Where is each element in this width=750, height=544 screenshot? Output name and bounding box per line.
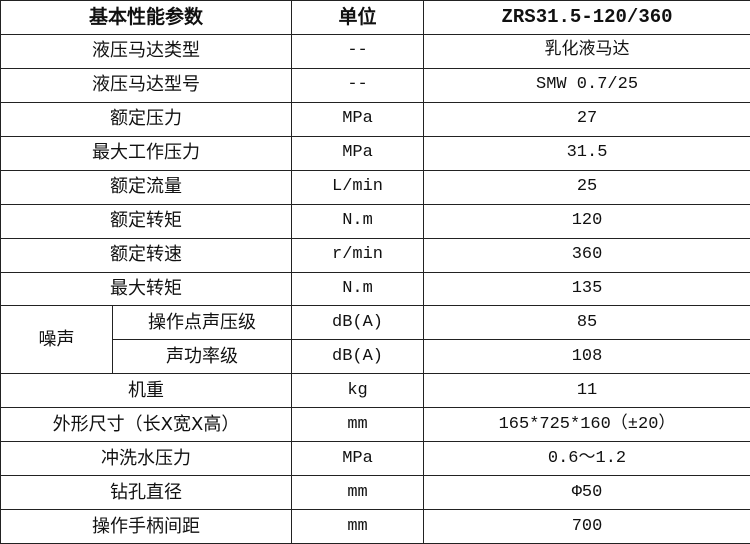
value-cell: 700	[423, 509, 750, 544]
param-cell: 额定转矩	[0, 203, 293, 239]
value-cell: 31.5	[423, 135, 750, 171]
table-row: 冲洗水压力 MPa 0.6～1.2	[0, 441, 750, 477]
table-row: 声功率级 dB(A) 108	[1, 339, 750, 375]
table-row: 机重 kg 11	[0, 373, 750, 409]
value-cell: 85	[423, 305, 750, 341]
header-param: 基本性能参数	[0, 0, 293, 35]
value-cell: 360	[423, 237, 750, 273]
unit-cell: MPa	[291, 441, 425, 477]
value-cell: 135	[423, 271, 750, 307]
unit-cell: r/min	[291, 237, 425, 273]
unit-cell: mm	[291, 475, 425, 511]
unit-cell: N.m	[291, 271, 425, 307]
unit-cell: MPa	[291, 101, 425, 137]
unit-cell: MPa	[291, 135, 425, 171]
table-row: 最大工作压力 MPa 31.5	[0, 135, 750, 171]
value-cell: 25	[423, 169, 750, 205]
table-row: 最大转矩 N.m 135	[0, 271, 750, 307]
param-cell: 额定流量	[0, 169, 293, 205]
unit-cell: L/min	[291, 169, 425, 205]
unit-cell: mm	[291, 509, 425, 544]
param-cell: 额定压力	[0, 101, 293, 137]
param-cell: 液压马达型号	[0, 67, 293, 103]
param-cell: 额定转速	[0, 237, 293, 273]
param-cell: 钻孔直径	[0, 475, 293, 511]
unit-cell: kg	[291, 373, 425, 409]
header-row: 基本性能参数 单位 ZRS31.5-120/360	[0, 0, 750, 35]
value-cell: 108	[423, 339, 750, 375]
value-cell: 11	[423, 373, 750, 409]
value-cell: 120	[423, 203, 750, 239]
unit-cell: mm	[291, 407, 425, 443]
unit-cell: --	[291, 33, 425, 69]
param-cell: 最大工作压力	[0, 135, 293, 171]
header-unit: 单位	[291, 0, 425, 35]
param-cell: 外形尺寸（长X宽X高）	[0, 407, 293, 443]
table-row: 操作手柄间距 mm 700	[0, 509, 750, 544]
param-cell: 冲洗水压力	[0, 441, 293, 477]
table-row: 额定转矩 N.m 120	[0, 203, 750, 239]
unit-cell: --	[291, 67, 425, 103]
value-cell: 165*725*160（±20）	[423, 407, 750, 443]
param-cell: 操作手柄间距	[0, 509, 293, 544]
param-cell: 声功率级	[111, 339, 293, 375]
unit-cell: dB(A)	[291, 305, 425, 341]
value-cell: 乳化液马达	[423, 33, 750, 69]
table-row: 液压马达类型 -- 乳化液马达	[0, 33, 750, 69]
param-cell: 液压马达类型	[0, 33, 293, 69]
value-cell: 0.6～1.2	[423, 441, 750, 477]
table-row: 外形尺寸（长X宽X高） mm 165*725*160（±20）	[0, 407, 750, 443]
value-cell: 27	[423, 101, 750, 137]
param-cell: 操作点声压级	[111, 305, 293, 341]
unit-cell: dB(A)	[291, 339, 425, 375]
table-row: 额定转速 r/min 360	[0, 237, 750, 273]
table-row: 额定流量 L/min 25	[0, 169, 750, 205]
value-cell: SMW 0.7/25	[423, 67, 750, 103]
header-model: ZRS31.5-120/360	[423, 0, 750, 35]
param-cell: 最大转矩	[0, 271, 293, 307]
value-cell: Φ50	[423, 475, 750, 511]
table-row: 液压马达型号 -- SMW 0.7/25	[0, 67, 750, 103]
param-cell: 机重	[0, 373, 293, 409]
table-row: 噪声 操作点声压级 dB(A) 85	[0, 305, 750, 375]
table-row: 钻孔直径 mm Φ50	[0, 475, 750, 511]
noise-group-cell: 噪声	[0, 305, 113, 375]
unit-cell: N.m	[291, 203, 425, 239]
table-row: 额定压力 MPa 27	[0, 101, 750, 137]
